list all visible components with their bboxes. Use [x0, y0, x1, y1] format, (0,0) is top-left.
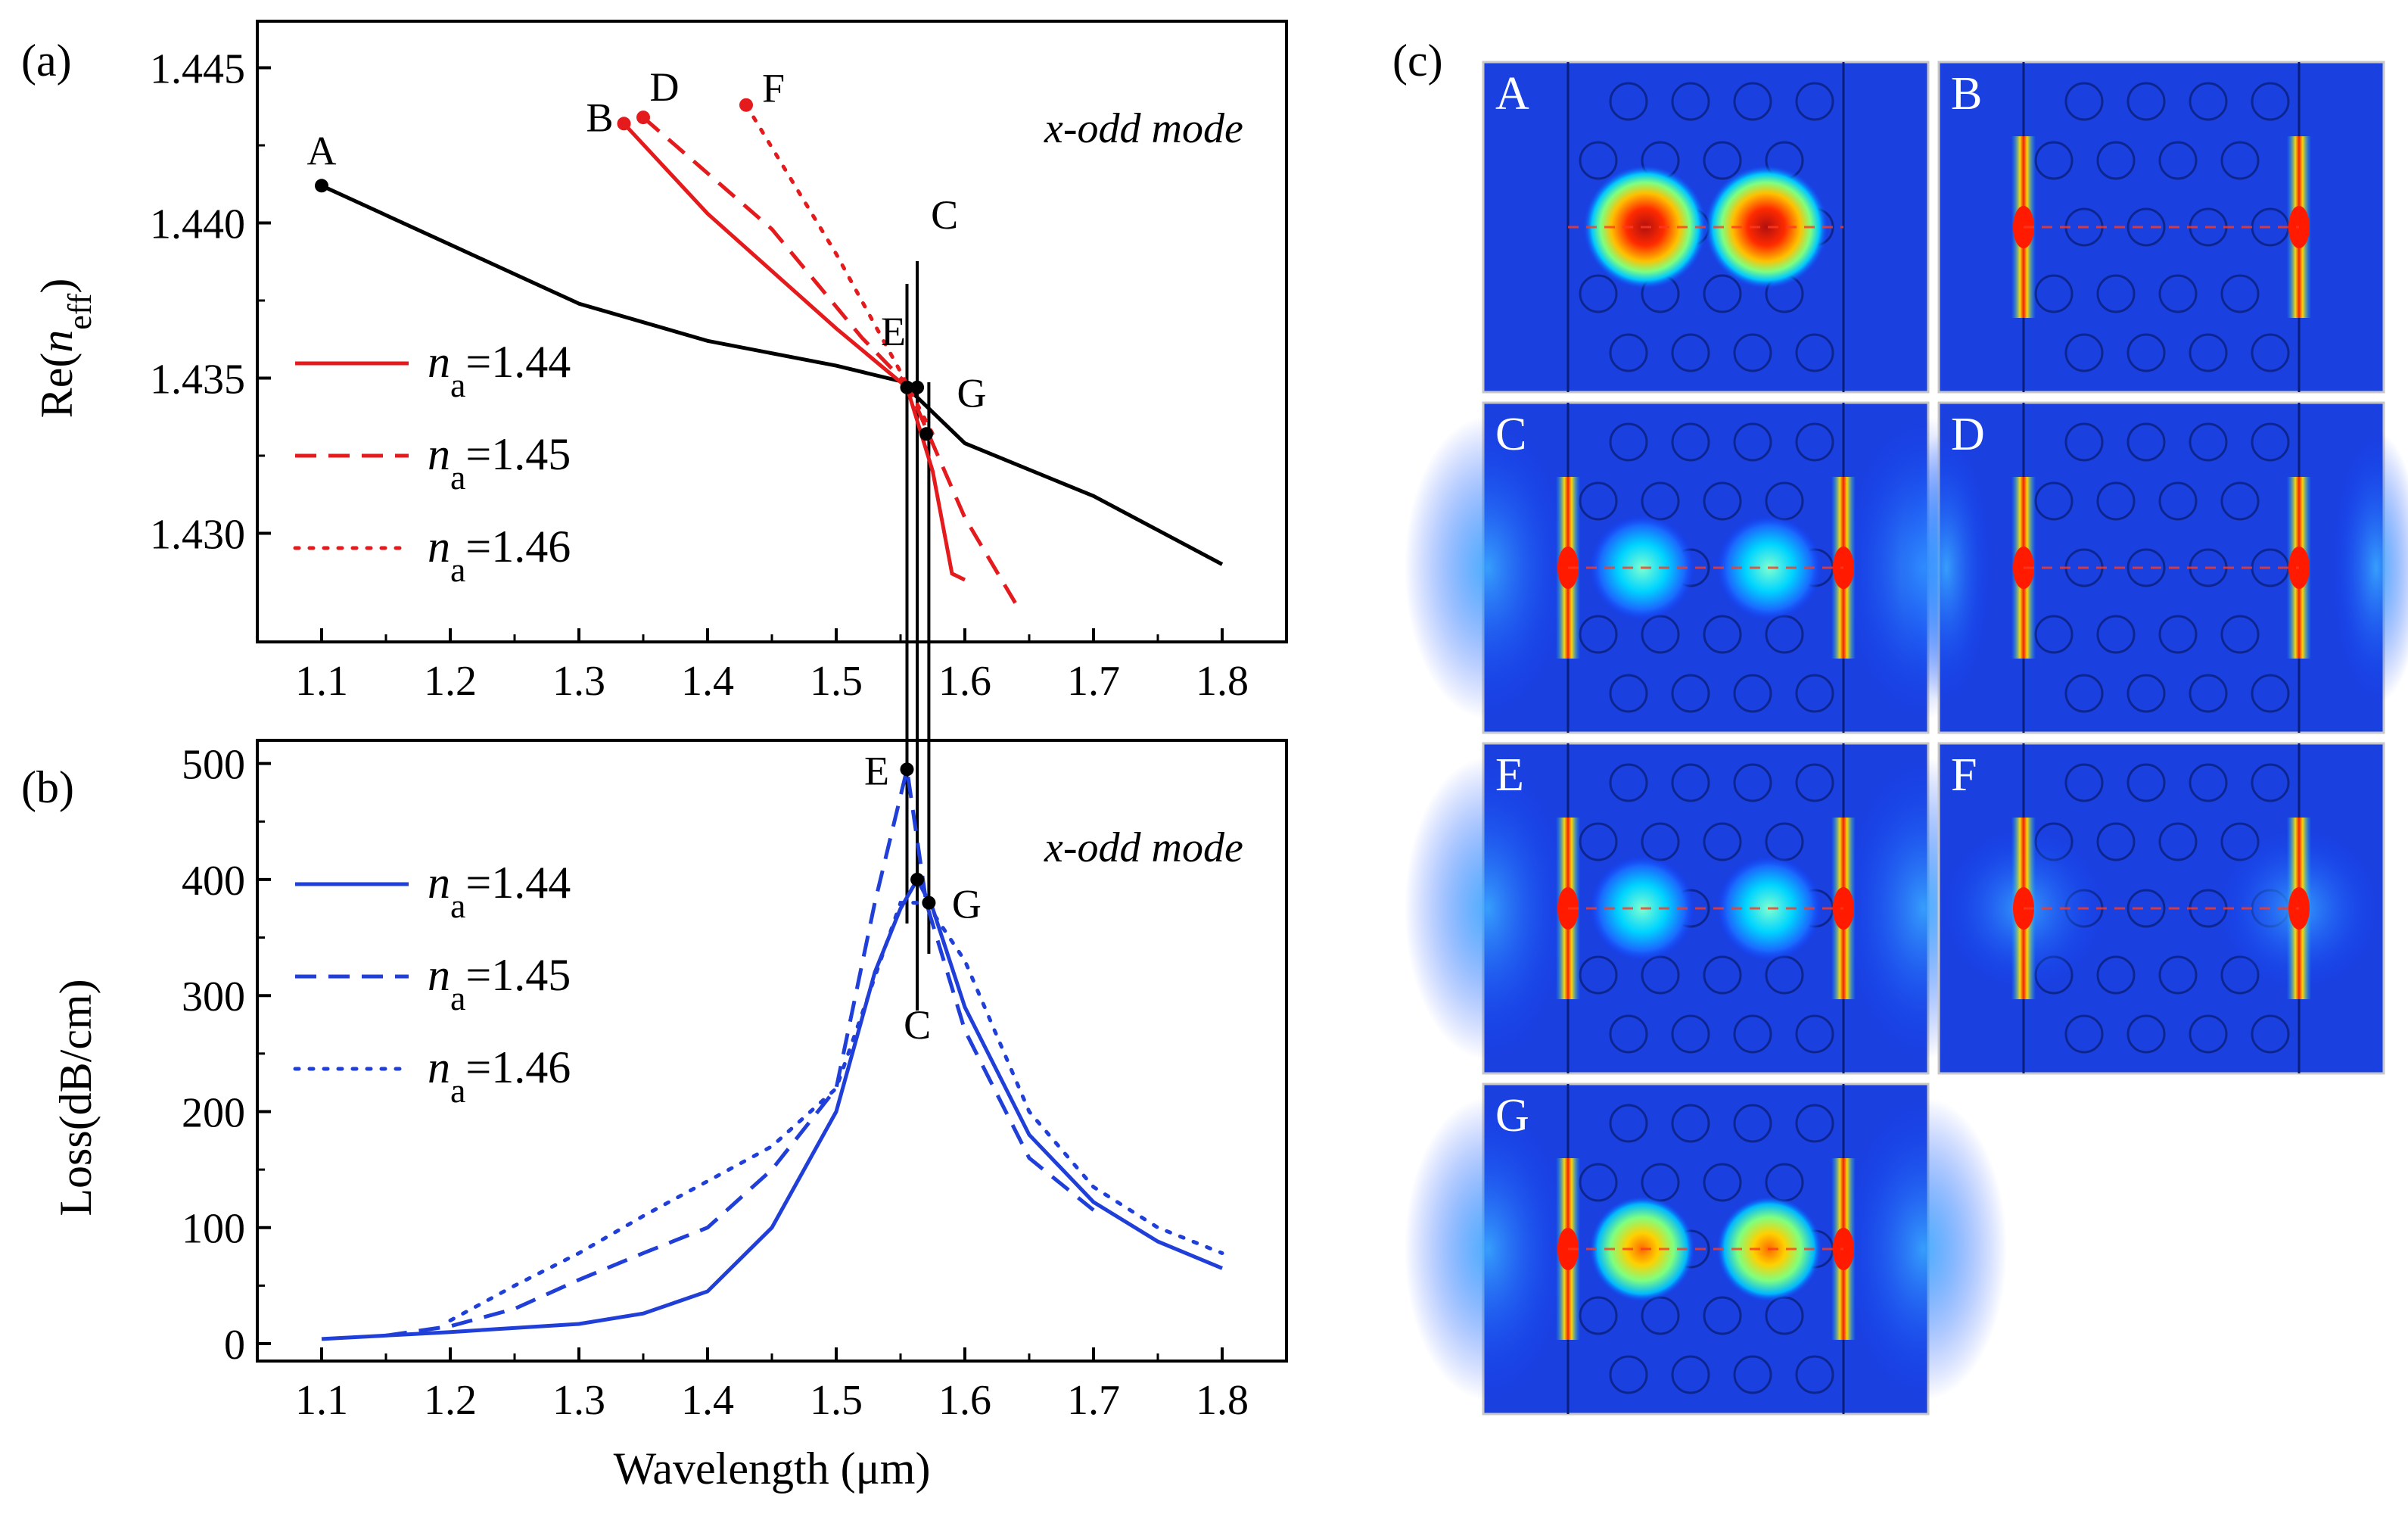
point-D — [636, 111, 650, 125]
series-line-na-1-44 — [622, 122, 966, 582]
field-map-A: A — [1482, 61, 1930, 394]
x-tick-label: 1.7 — [1067, 658, 1120, 705]
point-label-G: G — [952, 882, 982, 927]
x-tick-label: 1.4 — [681, 1377, 734, 1424]
point-label-E: E — [864, 748, 889, 793]
x-tick-label: 1.8 — [1196, 658, 1249, 705]
chart-a: Re(neff) x-odd mode 1.1 1.2 1.3 1.4 1.5 1.6 1.… — [32, 20, 1288, 1011]
x-tick-label: 1.2 — [424, 658, 477, 705]
point-label-C: C — [904, 1002, 931, 1048]
point-label-B: B — [586, 95, 613, 140]
field-map-label: B — [1951, 68, 1982, 120]
legend-entry: na=1.44 — [428, 858, 571, 925]
y-tick-label: 0 — [224, 1322, 245, 1369]
y-tick-label: 1.430 — [150, 512, 245, 559]
x-tick-label: 1.3 — [552, 1377, 605, 1424]
x-tick-label: 1.7 — [1067, 1377, 1120, 1424]
chart-b: Loss(dB/cm) x-odd mode 1.1 1.2 1.3 1.4 1.5 1.… — [51, 739, 1288, 1494]
chart-b-xlabel: Wavelength (μm) — [614, 1444, 931, 1494]
field-maps-grid: A B C D E F G — [1405, 61, 2408, 1416]
chart-b-ticks: 1.1 1.2 1.3 1.4 1.5 1.6 1.7 1.8 0 100 200 300 400 500 — [182, 742, 1249, 1424]
point-A — [315, 179, 328, 193]
point-label-F: F — [762, 66, 785, 111]
point-label-E: E — [881, 309, 906, 354]
chart-b-series — [321, 768, 1224, 1341]
y-tick-label: 100 — [182, 1206, 245, 1253]
chart-a-points: A BD F E C G — [307, 64, 987, 441]
series-line-core-mode — [320, 184, 1224, 566]
legend-entry: na=1.45 — [428, 429, 571, 497]
x-tick-label: 1.2 — [424, 1377, 477, 1424]
point-label-D: D — [650, 64, 680, 110]
legend-entry: na=1.46 — [428, 522, 571, 589]
chart-b-ylabel: Loss(dB/cm) — [51, 979, 101, 1216]
field-map-E: E — [1405, 742, 2007, 1075]
y-tick-label: 1.440 — [150, 201, 245, 248]
series-line-na-1-45 — [642, 116, 1019, 606]
y-tick-label: 1.445 — [150, 46, 245, 93]
x-tick-label: 1.4 — [681, 658, 734, 705]
series-line-na-1-46 — [448, 901, 1224, 1322]
point-E — [900, 380, 914, 394]
y-tick-label: 400 — [182, 858, 245, 905]
x-tick-label: 1.1 — [295, 1377, 348, 1424]
field-map-label: A — [1495, 68, 1529, 120]
field-map-label: C — [1495, 409, 1526, 460]
y-tick-label: 200 — [182, 1089, 245, 1136]
panel-c-tag: (c) — [1392, 36, 1443, 86]
chart-a-ylabel: Re(neff) — [32, 279, 98, 419]
y-tick-label: 500 — [182, 742, 245, 789]
x-tick-label: 1.1 — [295, 658, 348, 705]
chart-a-series — [320, 103, 1224, 606]
field-map-label: E — [1495, 749, 1524, 801]
x-tick-label: 1.6 — [938, 1377, 991, 1424]
legend-entry: na=1.46 — [428, 1042, 571, 1110]
point-E — [900, 762, 914, 777]
x-tick-label: 1.8 — [1196, 1377, 1249, 1424]
chart-a-ticks: 1.1 1.2 1.3 1.4 1.5 1.6 1.7 1.8 1.430 1.435 1.440 1… — [150, 46, 1249, 705]
x-tick-label: 1.5 — [810, 1377, 863, 1424]
field-map-F: F — [1937, 742, 2385, 1075]
field-map-label: F — [1951, 749, 1977, 801]
chart-a-legend: na=1.44 na=1.45 na=1.46 — [293, 337, 571, 589]
x-tick-label: 1.6 — [938, 658, 991, 705]
point-C — [910, 380, 925, 394]
series-line-na-1-46 — [744, 103, 935, 436]
point-C — [910, 872, 925, 886]
point-label-A: A — [307, 128, 337, 173]
point-B — [617, 117, 631, 131]
point-G — [922, 895, 936, 910]
chart-a-mode-note: x-odd mode — [1044, 105, 1243, 152]
legend-entry: na=1.44 — [428, 337, 571, 404]
chart-b-points: E C G — [864, 748, 982, 1048]
field-map-D: D — [1901, 401, 2408, 734]
point-F — [739, 98, 753, 112]
chart-b-frame — [256, 739, 1288, 1363]
field-map-label: G — [1495, 1090, 1529, 1142]
field-map-label: D — [1951, 409, 1985, 460]
series-line-na-1-45 — [385, 768, 1095, 1338]
panel-b-tag: (b) — [21, 762, 74, 812]
chart-b-legend: na=1.44 na=1.45 na=1.46 — [293, 858, 571, 1110]
y-tick-label: 300 — [182, 973, 245, 1020]
point-label-C: C — [931, 192, 958, 238]
panel-a-tag: (a) — [21, 36, 72, 86]
field-map-G: G — [1405, 1082, 2007, 1416]
x-tick-label: 1.5 — [810, 658, 863, 705]
y-tick-label: 1.435 — [150, 357, 245, 403]
chart-b-mode-note: x-odd mode — [1044, 824, 1243, 871]
legend-entry: na=1.45 — [428, 950, 571, 1017]
point-label-G: G — [957, 370, 987, 416]
point-G — [919, 427, 933, 441]
chart-a-frame — [256, 20, 1288, 643]
field-map-B: B — [1937, 61, 2385, 394]
x-tick-label: 1.3 — [552, 658, 605, 705]
